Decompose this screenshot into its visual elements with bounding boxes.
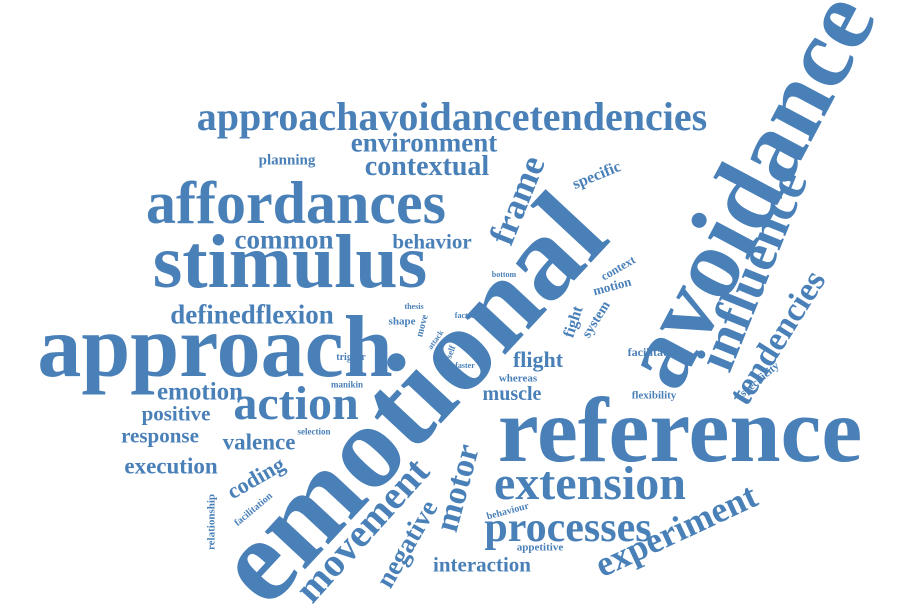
word-lost: lost (457, 342, 467, 348)
word-flight: flight (512, 347, 564, 372)
word-behavior: behavior (392, 229, 472, 254)
word-extension: extension (494, 457, 686, 510)
word-relationship: relationship (205, 493, 218, 551)
word-thesis: thesis (404, 302, 424, 311)
word-valence: valence (222, 429, 296, 455)
word-trigger: trigger (336, 352, 366, 363)
word-emotion: emotion (156, 378, 244, 406)
word-flexibility: flexibility (631, 389, 677, 402)
word-action: action (233, 377, 359, 430)
word-environment: environment (350, 127, 498, 158)
word-affordances: affordances (146, 170, 446, 236)
word-approachavoidancetendencies: approachavoidancetendencies (196, 94, 708, 139)
word-shape: shape (388, 315, 416, 328)
word-contextual: contextual (364, 151, 490, 182)
word-reference: reference (497, 379, 863, 481)
word-appetitive: appetitive (516, 541, 564, 554)
word-bottom: bottom (491, 270, 517, 279)
word-stimulus: stimulus (152, 220, 428, 304)
word-execution: execution (124, 453, 218, 479)
word-definedflexion: definedflexion (170, 299, 334, 330)
word-factor: factor (454, 311, 476, 320)
word-manikin: manikin (330, 379, 364, 390)
word-response: response (121, 423, 199, 448)
word-whereas: whereas (498, 372, 538, 385)
word-facilitate: facilitate (627, 345, 673, 359)
word-specific: specific (570, 158, 624, 193)
word-positive: positive (141, 401, 211, 426)
word-approach: approach (37, 299, 393, 396)
word-muscle: muscle (482, 383, 542, 405)
word-planning: planning (258, 152, 316, 169)
word-processes: processes (484, 505, 652, 551)
word-common: common (234, 224, 334, 255)
word-interaction: interaction (433, 552, 531, 577)
word-faster: faster (455, 361, 475, 370)
word-selection: selection (297, 426, 331, 437)
